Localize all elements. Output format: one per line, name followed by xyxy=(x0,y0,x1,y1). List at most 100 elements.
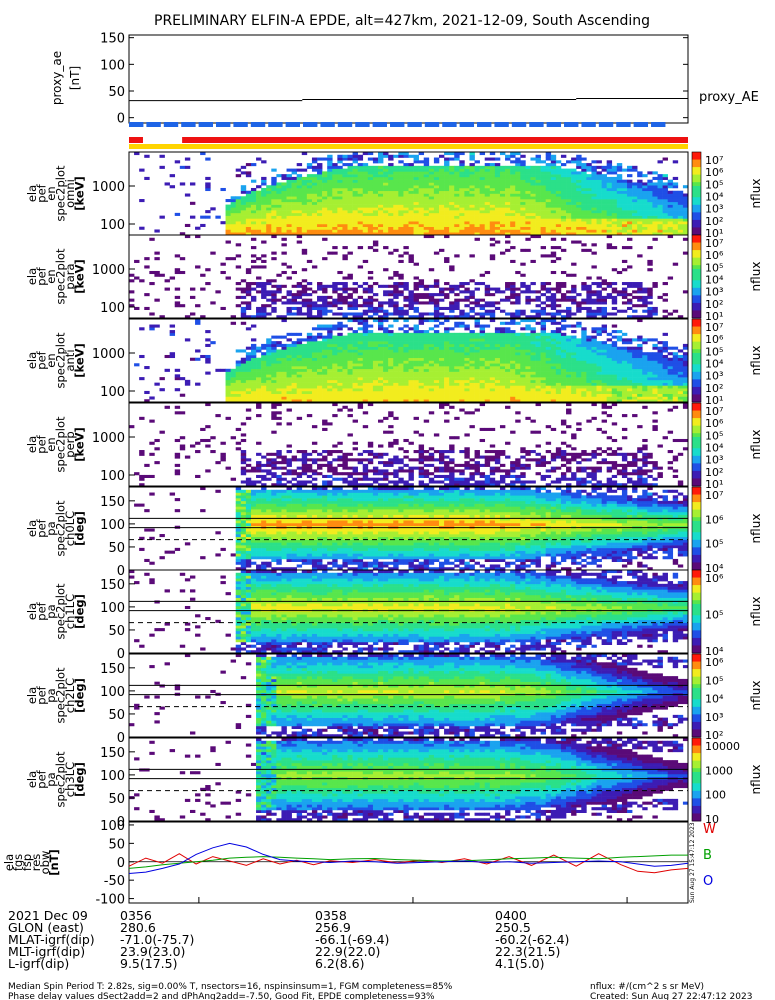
spectrogram-cell xyxy=(367,152,374,156)
colorbar-segment xyxy=(692,182,701,187)
spectrogram-cell xyxy=(530,165,536,169)
spectrogram-cell xyxy=(530,393,536,397)
spectrogram-cell xyxy=(144,154,150,158)
spectrogram-cell xyxy=(291,187,297,192)
spectrogram-cell xyxy=(154,324,160,328)
spectrogram-cell xyxy=(383,190,389,194)
spectrogram-cell xyxy=(423,210,430,214)
spectrogram-cell xyxy=(535,298,541,302)
spectrogram-cell xyxy=(423,160,430,164)
spectrogram-cell xyxy=(611,312,618,316)
spectrogram-cell xyxy=(423,229,430,233)
spectrogram-cell xyxy=(672,160,679,164)
spectrogram-cell xyxy=(438,332,445,336)
spectrogram-cell xyxy=(291,385,297,389)
spectrogram-cell xyxy=(586,315,592,319)
spectrogram-cell xyxy=(423,293,430,297)
spectrogram-cell xyxy=(555,298,562,302)
spectrogram-cell xyxy=(271,354,277,359)
spectrogram-cell xyxy=(398,168,404,172)
spectrogram-cell xyxy=(459,341,465,345)
spectrogram-cell xyxy=(459,371,465,375)
spectrogram-cell xyxy=(322,382,328,386)
spectrogram-cell xyxy=(433,309,440,313)
spectrogram-cell xyxy=(337,382,343,386)
spectrogram-cell xyxy=(367,157,374,161)
spectrogram-cell xyxy=(545,176,552,180)
spectrogram-cell xyxy=(352,374,358,378)
spectrogram-cell xyxy=(372,346,379,350)
spectrogram-cell xyxy=(388,226,394,230)
spectrogram-cell xyxy=(550,379,557,383)
spectrogram-cell xyxy=(515,221,521,225)
spectrogram-cell xyxy=(271,390,277,394)
spectrogram-cell xyxy=(393,174,399,178)
spectrogram-cell xyxy=(571,290,577,294)
spectrogram-cell xyxy=(342,254,348,258)
spectrogram-cell xyxy=(281,354,287,359)
spectrogram-cell xyxy=(621,193,628,197)
spectrogram-cell xyxy=(317,201,323,205)
spectrogram-cell xyxy=(378,385,384,389)
spectrogram-cell xyxy=(388,396,394,400)
spectrogram-cell xyxy=(433,382,440,386)
spectrogram-cell xyxy=(449,360,455,364)
spectrogram-cell xyxy=(505,229,511,233)
spectrogram-cell xyxy=(662,207,668,211)
spectrogram-cell xyxy=(337,187,343,192)
spectrogram-cell xyxy=(342,201,348,205)
spectrogram-cell xyxy=(291,388,297,392)
spectrogram-cell xyxy=(520,248,526,252)
spectrogram-cell xyxy=(362,185,369,189)
spectrogram-cell xyxy=(438,171,445,175)
spectrogram-cell xyxy=(540,357,547,361)
spectrogram-cell xyxy=(250,346,257,350)
spectrogram-cell xyxy=(301,374,308,378)
spectrogram-cell xyxy=(444,226,450,230)
spectrogram-cell xyxy=(459,399,465,403)
spectrogram-cell xyxy=(652,199,658,203)
spectrogram-cell xyxy=(357,171,364,175)
spectrogram-cell xyxy=(459,215,465,219)
spectrogram-cell xyxy=(271,385,277,389)
spectrogram-cell xyxy=(606,165,613,169)
spectrogram-cell xyxy=(449,343,455,347)
spectrogram-cell xyxy=(342,204,348,208)
spectrogram-cell xyxy=(250,265,257,269)
spectrogram-cell xyxy=(479,168,486,172)
spectrogram-cell xyxy=(637,298,643,302)
spectrogram-cell xyxy=(413,215,419,219)
spectrogram-cell xyxy=(398,379,404,383)
spectrogram-cell xyxy=(596,171,602,175)
spectrogram-ylabel: pef xyxy=(35,183,49,202)
spectrogram-cell xyxy=(540,160,547,164)
spectrogram-cell xyxy=(423,232,430,236)
spectrogram-cell xyxy=(566,215,572,219)
spectrogram-cell xyxy=(230,229,237,233)
spectrogram-cell xyxy=(550,332,557,336)
spectrogram-cell xyxy=(352,335,358,339)
spectrogram-cell xyxy=(545,319,552,323)
spectrogram-cell xyxy=(317,354,323,359)
spectrogram-cell xyxy=(347,382,353,386)
spectrogram-cell xyxy=(438,374,445,378)
status-blue-dash xyxy=(598,122,614,127)
spectrogram-cell xyxy=(662,298,668,302)
spectrogram-cell xyxy=(372,357,379,361)
spectrogram-cell xyxy=(418,226,425,230)
spectrogram-cell xyxy=(286,343,292,347)
spectrogram-cell xyxy=(372,385,379,389)
spectrogram-cell xyxy=(581,196,587,200)
spectrogram-cell xyxy=(479,221,486,225)
spectrogram-cell xyxy=(271,343,277,347)
spectrogram-cell xyxy=(398,254,404,258)
proxy-ae-ylabel-2: [nT] xyxy=(68,66,82,90)
spectrogram-cell xyxy=(179,377,186,381)
spectrogram-cell xyxy=(520,371,526,375)
spectrogram-cell xyxy=(296,306,303,310)
spectrogram-cell xyxy=(652,187,658,192)
spectrogram-cell xyxy=(540,168,547,172)
spectrogram-cell xyxy=(271,182,277,186)
spectrogram-cell xyxy=(581,248,587,252)
spectrogram-cell xyxy=(632,232,638,236)
